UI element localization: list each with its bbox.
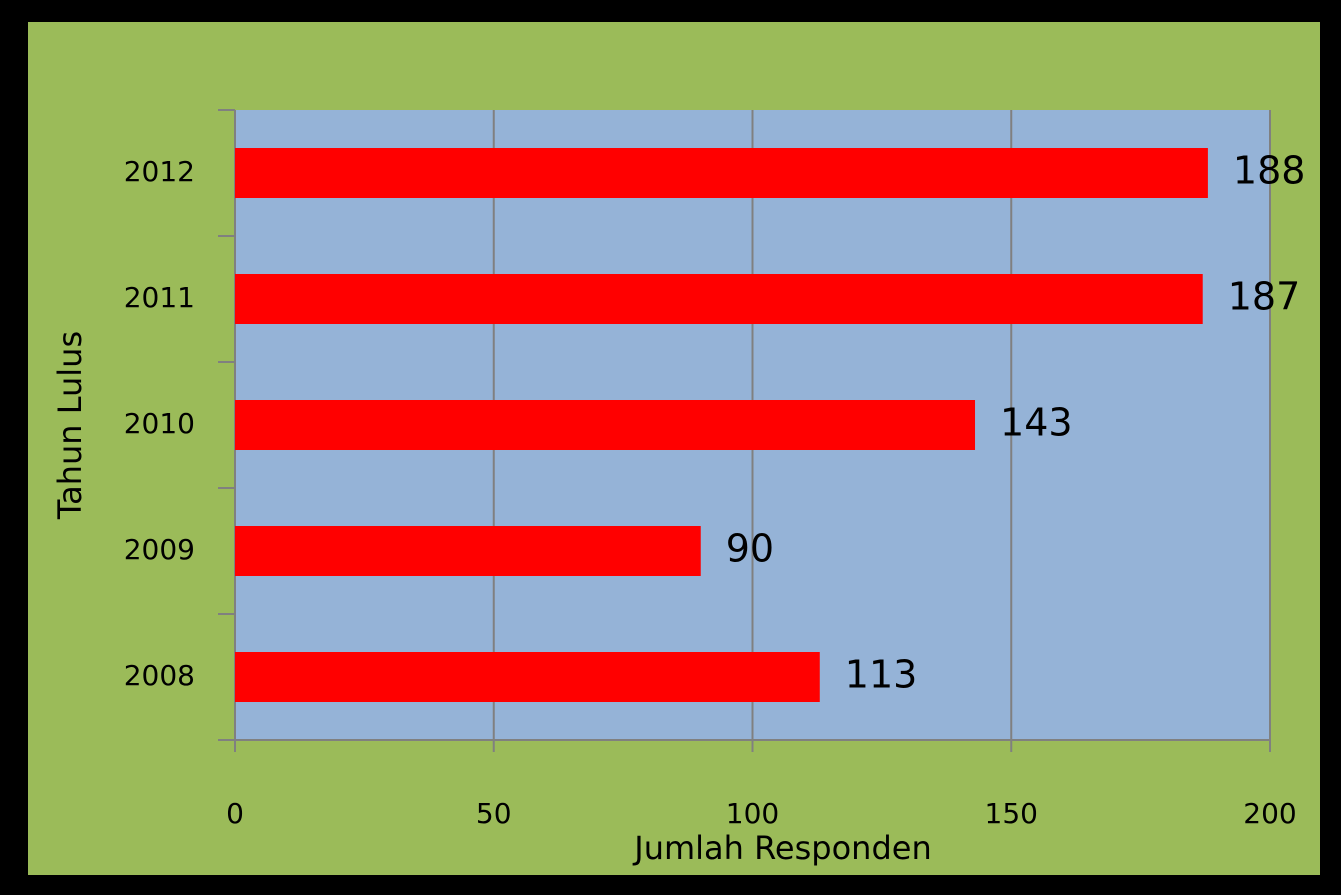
data-label: 113 [845,653,918,697]
y-tick-label: 2008 [124,659,195,692]
x-tick-label: 50 [476,797,512,830]
bar [235,400,976,450]
y-tick-label: 2010 [124,407,195,440]
data-label: 187 [1228,275,1301,319]
data-label: 90 [726,527,774,571]
y-axis-title: Tahun Lulus [51,331,89,520]
x-axis-title: Jumlah Responden [632,829,931,867]
x-tick-label: 200 [1243,797,1296,830]
x-tick-label: 150 [985,797,1038,830]
y-tick-label: 2009 [124,533,195,566]
bar [235,526,701,576]
x-tick-label: 100 [726,797,779,830]
x-tick-label: 0 [226,797,244,830]
data-label: 188 [1233,149,1306,193]
bar [235,274,1203,324]
y-tick-label: 2012 [124,155,195,188]
bar [235,652,820,702]
bar [235,148,1208,198]
y-tick-label: 2011 [124,281,195,314]
data-label: 143 [1000,401,1073,445]
